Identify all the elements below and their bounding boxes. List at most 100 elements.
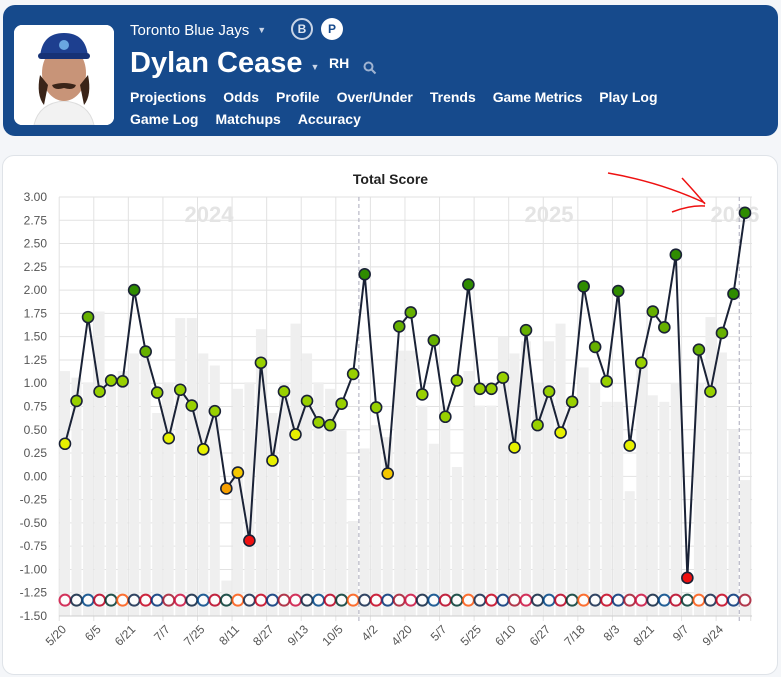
team-logo [162, 593, 176, 607]
bar [624, 491, 635, 616]
nav-play-log[interactable]: Play Log [599, 89, 658, 105]
team-logo [427, 593, 441, 607]
x-tick-label: 9/13 [285, 622, 312, 649]
data-point [220, 482, 233, 495]
annotation-arrow [607, 172, 706, 213]
team-logo [634, 593, 648, 607]
bar [417, 405, 428, 616]
nav-trends[interactable]: Trends [429, 89, 476, 105]
player-selector[interactable]: Dylan Cease ▼ [130, 47, 319, 80]
nav-over-under[interactable]: Over/Under [336, 89, 413, 105]
team-logo [554, 593, 568, 607]
data-point [554, 426, 567, 439]
bar [60, 371, 70, 616]
bar [313, 382, 324, 616]
bar [325, 388, 336, 616]
team-logo [289, 593, 303, 607]
search-icon[interactable] [363, 61, 377, 80]
data-point [738, 206, 752, 220]
team-logo [496, 593, 510, 607]
data-point [369, 401, 383, 414]
team-logo [461, 593, 475, 607]
nav-matchups[interactable]: Matchups [215, 111, 281, 127]
data-point [715, 326, 729, 340]
x-tick-label: 8/21 [631, 622, 658, 649]
data-point [485, 382, 498, 396]
x-tick-label: 8/11 [216, 622, 242, 648]
data-point [208, 404, 222, 418]
bar [716, 352, 727, 616]
nav-game-metrics[interactable]: Game Metrics [492, 89, 583, 105]
data-point [473, 382, 487, 396]
y-tick-label: -0.75 [20, 539, 48, 553]
bar [728, 429, 739, 616]
nav-odds[interactable]: Odds [223, 89, 260, 105]
bar [209, 365, 220, 616]
team-logo [231, 593, 245, 607]
player-header: Toronto Blue Jays ▼ B P Dylan Cease ▼ RH P… [3, 5, 778, 136]
team-logo [323, 593, 337, 607]
team-logo [81, 593, 95, 607]
nav-accuracy[interactable]: Accuracy [297, 111, 361, 127]
x-tick-label: 6/10 [492, 622, 519, 649]
season-label: 2025 [525, 202, 574, 227]
handedness-badge: RH [329, 55, 350, 71]
data-point [197, 443, 210, 456]
bar [497, 336, 508, 616]
y-tick-label: 1.25 [24, 353, 48, 367]
y-tick-label: -0.25 [20, 493, 48, 507]
data-point [600, 375, 613, 388]
team-logo [703, 593, 717, 607]
team-logo [542, 593, 556, 607]
data-point [139, 345, 152, 358]
bar [544, 341, 555, 616]
caret-down-icon: ▼ [257, 25, 267, 35]
team-selector[interactable]: Toronto Blue Jays ▼ [130, 22, 266, 39]
data-point [289, 428, 302, 441]
nav-profile[interactable]: Profile [276, 89, 320, 105]
pitcher-toggle[interactable]: P [321, 18, 343, 40]
batter-toggle[interactable]: B [291, 18, 313, 40]
team-logo [208, 593, 222, 607]
y-tick-label: 0.75 [24, 400, 48, 414]
data-point [450, 374, 464, 387]
y-tick-label: 1.75 [24, 306, 48, 320]
bar [428, 443, 439, 616]
team-logo [519, 593, 533, 607]
team-logo [58, 593, 72, 607]
y-tick-label: 0.50 [24, 423, 48, 437]
bar [71, 377, 82, 616]
y-tick-label: 1.00 [24, 376, 48, 390]
x-tick-label: 4/20 [388, 622, 415, 649]
series-line [64, 212, 746, 578]
team-logo [657, 593, 671, 607]
bar [509, 353, 520, 616]
y-tick-label: -1.00 [20, 562, 48, 576]
data-point [519, 323, 533, 337]
team-logo [369, 593, 383, 607]
x-tick-label: 6/27 [527, 622, 554, 649]
team-logo [415, 593, 429, 607]
team-logo [312, 593, 326, 607]
data-point [358, 267, 371, 281]
y-tick-label: 0.25 [24, 446, 48, 460]
data-point [692, 343, 706, 357]
team-logo [185, 593, 199, 607]
bar [394, 350, 405, 616]
bar [175, 318, 186, 616]
data-point [70, 394, 83, 408]
x-tick-label: 8/27 [250, 622, 277, 649]
team-logo [219, 593, 233, 607]
bar [682, 606, 693, 616]
bar [555, 323, 566, 616]
x-tick-label: 9/24 [700, 622, 727, 649]
bar [359, 448, 370, 616]
bar [636, 357, 647, 616]
x-tick-label: 7/25 [181, 622, 208, 649]
nav-projections[interactable]: Projections [130, 89, 207, 105]
data-point [266, 454, 279, 467]
bar [440, 405, 451, 616]
data-point [669, 248, 683, 262]
nav-game-log[interactable]: Game Log [130, 111, 199, 127]
data-point [704, 385, 717, 398]
